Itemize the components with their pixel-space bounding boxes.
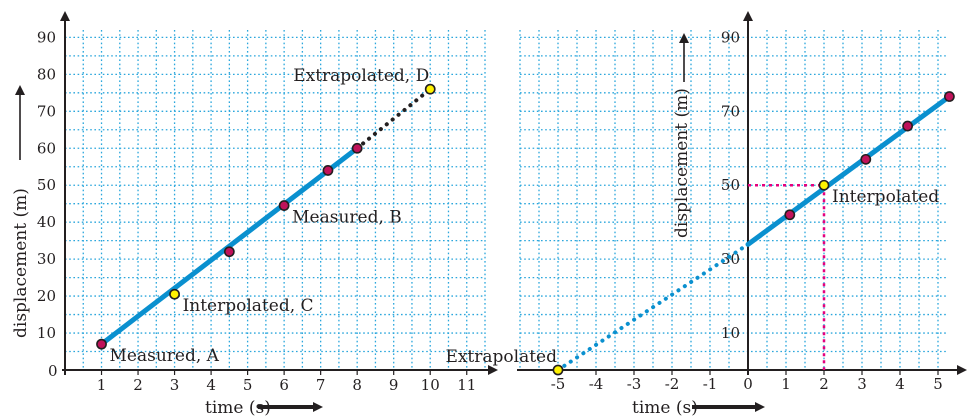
y-tick-label: 70 bbox=[721, 102, 740, 120]
annotation-label: Interpolated bbox=[832, 187, 939, 207]
left-series bbox=[99, 87, 433, 347]
series-line-dotted bbox=[556, 242, 750, 372]
annotation-label: Extrapolated bbox=[445, 347, 557, 367]
right-annotations: Interpolated Extrapolated bbox=[445, 187, 939, 367]
y-tick-label: 70 bbox=[37, 102, 56, 120]
left-chart: 1 2 3 4 5 6 7 8 9 10 11 10 20 30 40 50 60 70 80 90 0 Measu… bbox=[11, 11, 498, 418]
series-line-solid bbox=[99, 145, 360, 347]
series-line-dotted bbox=[355, 87, 433, 151]
right-points bbox=[552, 91, 955, 376]
x-tick-label: 10 bbox=[421, 376, 440, 394]
right-chart: -5 -4 -3 -2 -1 0 1 2 3 4 5 10 30 50 70 90 Interpolated… bbox=[445, 11, 967, 418]
y-tick-label: 10 bbox=[721, 324, 740, 342]
x-tick-label: 7 bbox=[316, 376, 326, 394]
right-x-tick-labels: -5 -4 -3 -2 -1 0 1 2 3 4 5 bbox=[551, 370, 943, 393]
data-point-measured bbox=[902, 120, 913, 132]
left-x-tick-labels: 1 2 3 4 5 6 7 8 9 10 11 bbox=[97, 370, 476, 394]
data-point-measured bbox=[96, 338, 107, 350]
x-tick-label: 5 bbox=[243, 376, 253, 394]
data-point-measured bbox=[351, 142, 363, 154]
x-tick-label: 2 bbox=[819, 375, 829, 393]
left-origin-label: 0 bbox=[48, 362, 58, 380]
y-tick-label: 60 bbox=[37, 139, 56, 157]
y-tick-label: 50 bbox=[37, 176, 56, 194]
data-point-highlight bbox=[818, 179, 830, 191]
annotation-label: Measured, B bbox=[292, 208, 402, 228]
right-plot-area bbox=[520, 30, 948, 370]
y-tick-label: 50 bbox=[721, 176, 740, 194]
y-tick-label: 40 bbox=[37, 213, 56, 231]
x-tick-label: -1 bbox=[703, 375, 718, 393]
left-y-axis-label: displacement (m) bbox=[11, 188, 31, 338]
x-tick-label: 4 bbox=[895, 375, 905, 393]
right-guides bbox=[748, 183, 826, 370]
y-tick-label: 30 bbox=[37, 250, 56, 268]
right-y-axis-label: displacement (m) bbox=[672, 88, 692, 238]
x-tick-label: 1 bbox=[781, 375, 791, 393]
x-tick-label: -2 bbox=[665, 375, 680, 393]
x-tick-label: 2 bbox=[133, 376, 143, 394]
left-plot-area bbox=[65, 30, 485, 370]
y-tick-label: 30 bbox=[721, 250, 740, 268]
left-grid bbox=[64, 30, 486, 370]
x-tick-label: 4 bbox=[206, 376, 216, 394]
x-tick-label: 9 bbox=[389, 376, 399, 394]
annotation-label: Measured, A bbox=[110, 346, 220, 366]
data-point-measured bbox=[322, 165, 334, 176]
x-tick-label: 3 bbox=[170, 376, 180, 394]
right-series bbox=[556, 94, 952, 372]
x-tick-label: 3 bbox=[857, 375, 867, 393]
right-x-axis-label: time (s) bbox=[632, 398, 698, 418]
y-tick-label: 90 bbox=[721, 28, 740, 46]
data-point-measured bbox=[944, 91, 955, 102]
data-point-highlight bbox=[169, 288, 180, 300]
x-tick-label: 6 bbox=[279, 376, 289, 394]
y-tick-label: 20 bbox=[37, 287, 56, 305]
series-line-solid bbox=[745, 94, 952, 247]
annotation-label: Interpolated, C bbox=[183, 296, 314, 316]
left-y-tick-labels: 10 20 30 40 50 60 70 80 90 bbox=[37, 28, 56, 342]
data-point-highlight bbox=[424, 83, 436, 95]
y-tick-label: 80 bbox=[37, 65, 56, 83]
data-point-measured bbox=[278, 200, 290, 211]
data-point-highlight bbox=[552, 364, 564, 376]
x-tick-label: 8 bbox=[352, 376, 362, 394]
data-point-measured bbox=[223, 246, 235, 258]
y-tick-label: 90 bbox=[37, 28, 56, 46]
data-point-measured bbox=[784, 209, 796, 221]
left-annotations: Measured, A Interpolated, C Measured, B Ext… bbox=[110, 66, 430, 366]
x-tick-label: -3 bbox=[627, 375, 642, 393]
x-tick-label: -5 bbox=[551, 375, 566, 393]
annotation-label: Extrapolated, D bbox=[293, 66, 429, 86]
x-tick-label: 11 bbox=[457, 376, 476, 394]
x-tick-label: 0 bbox=[743, 375, 753, 393]
right-y-tick-labels: 10 30 50 70 90 bbox=[721, 28, 740, 342]
x-tick-label: 5 bbox=[933, 375, 943, 393]
left-points bbox=[96, 83, 436, 350]
y-tick-label: 10 bbox=[37, 324, 56, 342]
data-point-measured bbox=[860, 153, 872, 165]
left-x-axis-label: time (s) bbox=[205, 398, 271, 418]
x-tick-label: 1 bbox=[97, 376, 107, 394]
x-tick-label: -4 bbox=[589, 375, 604, 393]
